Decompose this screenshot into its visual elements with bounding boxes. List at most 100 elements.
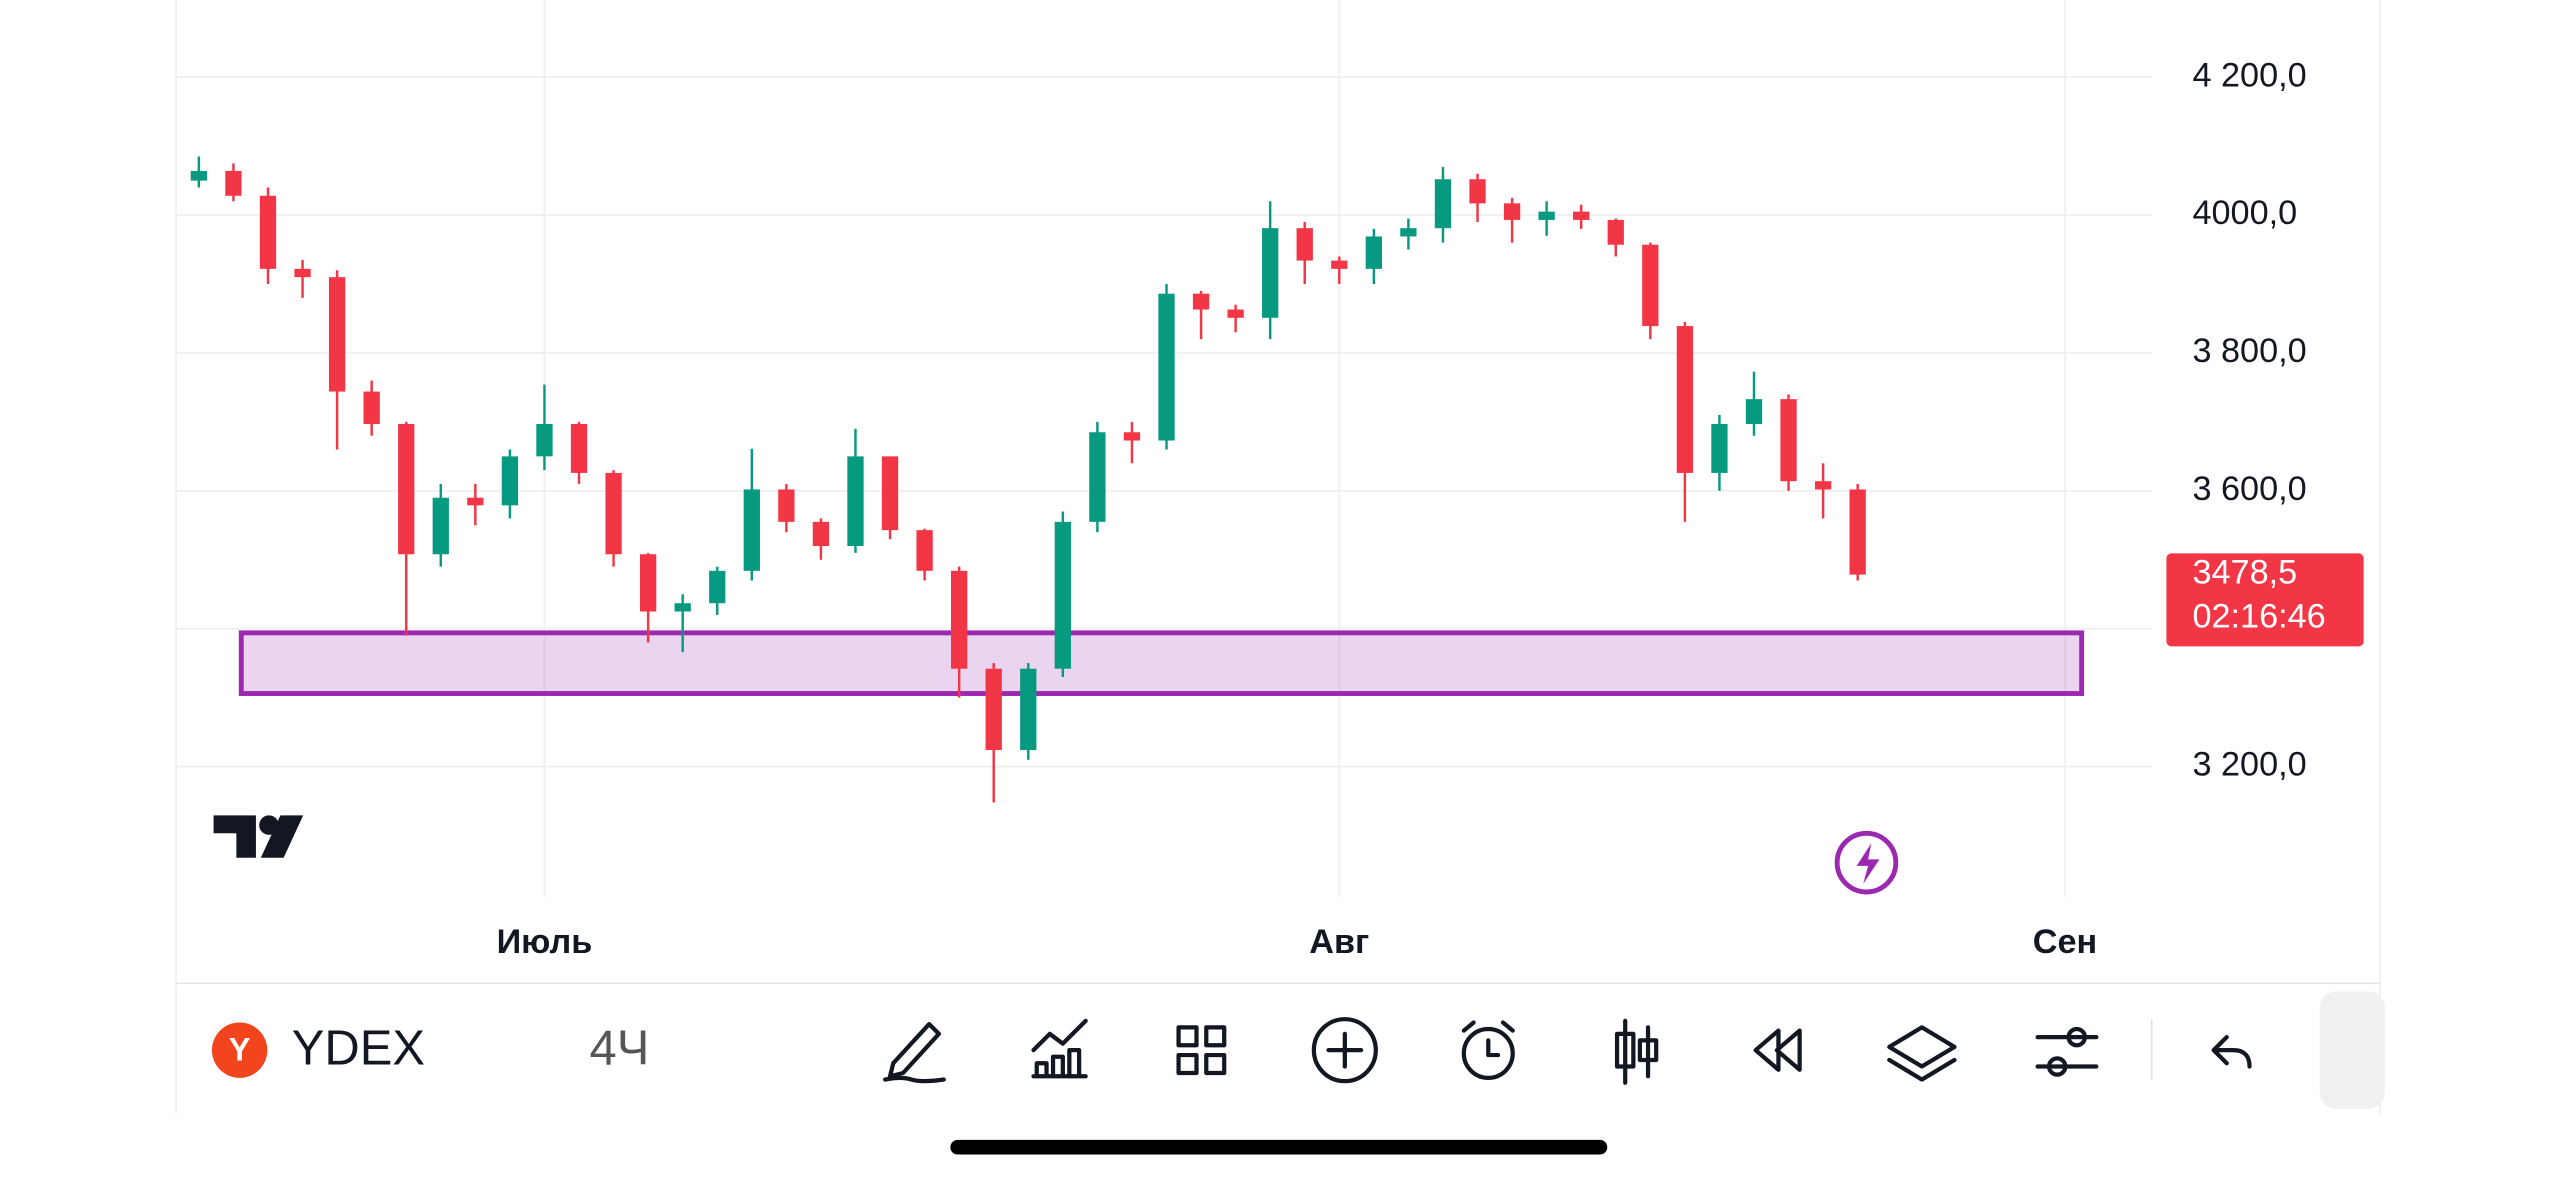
candle-body: [570, 423, 588, 473]
symbol-logo-text: Y: [229, 1030, 251, 1067]
settings-tool[interactable]: [2035, 1026, 2099, 1077]
alert-tool[interactable]: [1461, 1020, 1515, 1081]
icon: [1614, 1018, 1659, 1085]
draw-tool[interactable]: [883, 1021, 946, 1084]
x-tick-label: Авг: [1309, 923, 1369, 961]
candle-body: [328, 277, 346, 392]
candle-body: [1020, 668, 1037, 751]
candle-body: [1054, 521, 1071, 669]
icon: [2046, 1056, 2068, 1077]
candle-body: [1262, 228, 1279, 318]
candle-body: [1158, 293, 1175, 441]
candle-body: [1538, 211, 1555, 220]
x-tick-label: Сен: [2033, 923, 2097, 961]
countdown: 02:16:46: [2192, 598, 2325, 636]
candle-body: [1573, 211, 1590, 220]
candle-body: [916, 530, 933, 571]
candle-body: [225, 170, 242, 196]
y-tick-label: 3 200,0: [2192, 746, 2306, 784]
icon: [1461, 1026, 1515, 1081]
candle-body: [1400, 228, 1417, 237]
more-button[interactable]: [2319, 991, 2385, 1109]
y-tick-label: 3 600,0: [2192, 470, 2306, 508]
candle-body: [294, 268, 311, 278]
candle-body: [1814, 481, 1832, 490]
zone: [238, 630, 2085, 696]
candle-body: [1711, 423, 1728, 473]
logo-part: [213, 815, 256, 858]
candle-body: [847, 456, 864, 546]
candle-body: [1296, 228, 1313, 261]
logo-part: [260, 815, 304, 858]
icon: [883, 1021, 946, 1084]
add-tool[interactable]: [1311, 1017, 1378, 1084]
candle-body: [812, 521, 830, 546]
candle-body: [985, 668, 1002, 751]
lightning-icon: [1856, 843, 1880, 884]
y-tick-label: 3 800,0: [2192, 332, 2306, 370]
tradingview-logo: [213, 815, 304, 858]
candle-body: [1607, 219, 1624, 245]
candle-body: [1434, 179, 1452, 229]
candle-body: [605, 472, 622, 555]
x-tick-label: Июль: [497, 923, 593, 961]
candle-body: [259, 195, 277, 269]
replay-tool[interactable]: [1753, 1028, 1802, 1072]
home-indicator: [950, 1139, 1608, 1155]
symbol-button[interactable]: Y YDEX: [211, 1022, 425, 1078]
candle-body: [467, 497, 484, 506]
symbol: YDEX: [292, 1022, 425, 1076]
icon: [1031, 1018, 1088, 1079]
candle-body: [1503, 203, 1521, 220]
candle-body: [398, 423, 415, 555]
candle-body: [1642, 244, 1659, 327]
candle-body: [501, 456, 519, 506]
candle-body: [1365, 236, 1383, 269]
candle-body: [1780, 399, 1797, 482]
candle-body: [1331, 260, 1348, 269]
lightning-button[interactable]: [1834, 830, 1899, 895]
icon: [1753, 1028, 1802, 1072]
candle-body: [674, 603, 691, 612]
candle-body: [1192, 293, 1210, 310]
candle-body: [1849, 489, 1866, 575]
icon: [2211, 1035, 2252, 1069]
layers-tool[interactable]: [1887, 1025, 1957, 1082]
candle-body: [778, 489, 795, 522]
icon: [1461, 1020, 1515, 1058]
interval[interactable]: 4Ч: [590, 1022, 650, 1076]
y-tick-label: 4000,0: [2192, 194, 2297, 232]
candle-body: [881, 456, 899, 531]
lightning-circle: [1834, 830, 1899, 895]
candle-body: [1469, 179, 1486, 204]
candle-body: [363, 391, 380, 424]
icon: [1311, 1017, 1378, 1084]
candle-body: [709, 570, 726, 604]
candle-body: [536, 423, 553, 457]
icon: [1887, 1025, 1957, 1082]
candle-body: [1676, 326, 1694, 473]
candle-body: [190, 170, 208, 181]
candle-body: [1123, 432, 1141, 441]
last-price-box: [2166, 553, 2364, 647]
candle-body: [432, 497, 449, 555]
indicators-tool[interactable]: [1031, 1018, 1088, 1079]
icon: [2066, 1026, 2088, 1048]
candle-body: [639, 554, 657, 612]
icon: [1176, 1025, 1227, 1076]
last-price-label: 3478,5: [2192, 554, 2297, 592]
candle-body: [1745, 399, 1763, 424]
icon: [1326, 1031, 1364, 1069]
symbol-logo: [211, 1022, 268, 1078]
candle-body: [1089, 432, 1106, 522]
candle-body: [951, 570, 968, 669]
undo-button[interactable]: [2211, 1035, 2252, 1069]
layouts-tool[interactable]: [1176, 1025, 1227, 1076]
candle-body: [743, 489, 760, 571]
candle-body: [1227, 309, 1244, 318]
y-tick-label: 4 200,0: [2192, 56, 2306, 94]
chart-type-tool[interactable]: [1614, 1018, 1659, 1085]
